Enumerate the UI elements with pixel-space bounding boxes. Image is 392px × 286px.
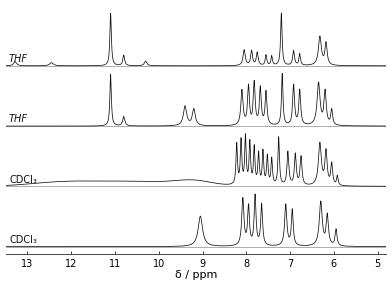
Text: CDCl₃: CDCl₃ <box>9 174 37 184</box>
Text: THF: THF <box>9 54 28 64</box>
Text: THF: THF <box>9 114 28 124</box>
Text: CDCl₃: CDCl₃ <box>9 235 37 245</box>
X-axis label: δ / ppm: δ / ppm <box>175 271 217 281</box>
